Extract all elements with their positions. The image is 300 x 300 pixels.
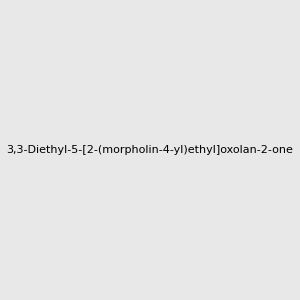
Text: 3,3-Diethyl-5-[2-(morpholin-4-yl)ethyl]oxolan-2-one: 3,3-Diethyl-5-[2-(morpholin-4-yl)ethyl]o… <box>7 145 293 155</box>
